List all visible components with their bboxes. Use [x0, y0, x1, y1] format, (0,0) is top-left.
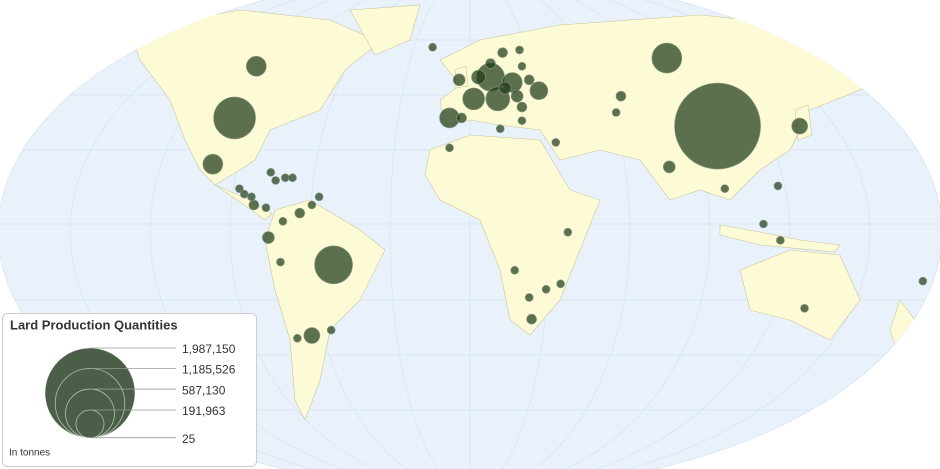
- bubble: [314, 245, 353, 285]
- bubble: [293, 333, 302, 343]
- bubble: [280, 173, 290, 183]
- unit-note: In tonnes: [9, 448, 50, 459]
- bubble: [720, 184, 730, 193]
- bubble: [563, 227, 573, 237]
- size-legend: 1,987,150 1,185,526 587,130 191,963 25: [44, 342, 236, 446]
- bubble: [759, 219, 768, 229]
- bubble: [247, 192, 256, 202]
- bubble: [800, 304, 809, 313]
- bubble: [462, 87, 485, 111]
- bubble: [556, 279, 565, 289]
- bubble: [278, 216, 288, 226]
- bubble: [471, 69, 486, 85]
- bubble: [326, 325, 336, 335]
- bubble: [314, 192, 324, 202]
- legend-label: 191,963: [182, 404, 226, 418]
- bubble: [266, 168, 276, 177]
- bubble: [541, 284, 551, 294]
- bubble: [517, 61, 527, 71]
- bubble: [516, 101, 528, 113]
- bubble: [515, 45, 524, 55]
- bubble: [517, 116, 527, 125]
- bubble: [615, 90, 627, 102]
- bubble: [303, 327, 321, 344]
- chart-title: Lard Production Quantities: [10, 317, 178, 332]
- bubble: [456, 112, 467, 124]
- bubble: [526, 313, 537, 325]
- bubble: [495, 124, 505, 134]
- bubble: [611, 108, 621, 117]
- legend-label: 587,130: [182, 383, 226, 397]
- bubble: [551, 138, 561, 147]
- legend-label: 25: [182, 432, 196, 446]
- bubble: [202, 153, 224, 175]
- bubble: [213, 96, 256, 140]
- bubble: [529, 81, 549, 101]
- bubble: [428, 42, 437, 52]
- bubble: [651, 42, 683, 74]
- bubble: [510, 89, 524, 103]
- bubbles: [202, 42, 928, 344]
- bubble: [918, 276, 928, 286]
- bubble: [523, 74, 535, 86]
- bubble: [294, 207, 306, 219]
- bubble: [485, 58, 496, 69]
- bubble: [662, 160, 676, 174]
- bubble: [791, 117, 808, 135]
- bubble: [262, 231, 275, 244]
- bubble: [261, 203, 271, 212]
- land: [129, 4, 916, 421]
- bubble: [452, 73, 466, 87]
- bubble: [524, 293, 534, 302]
- bubble: [246, 55, 267, 77]
- bubble: [510, 265, 520, 275]
- bubble: [276, 257, 285, 267]
- legend-label: 1,185,526: [182, 363, 236, 377]
- bubble: [773, 181, 783, 191]
- bubble: [307, 200, 317, 210]
- bubble: [288, 173, 297, 183]
- bubble: [239, 189, 249, 199]
- bubble: [271, 176, 280, 185]
- legend-label: 1,987,150: [182, 342, 236, 356]
- bubble: [498, 81, 512, 95]
- bubble: [674, 82, 761, 170]
- bubble: [235, 184, 244, 193]
- bubble: [248, 199, 260, 211]
- bubble: [497, 47, 508, 58]
- legend-circle: [75, 409, 105, 439]
- bubble: [776, 236, 785, 245]
- bubble: [445, 143, 454, 153]
